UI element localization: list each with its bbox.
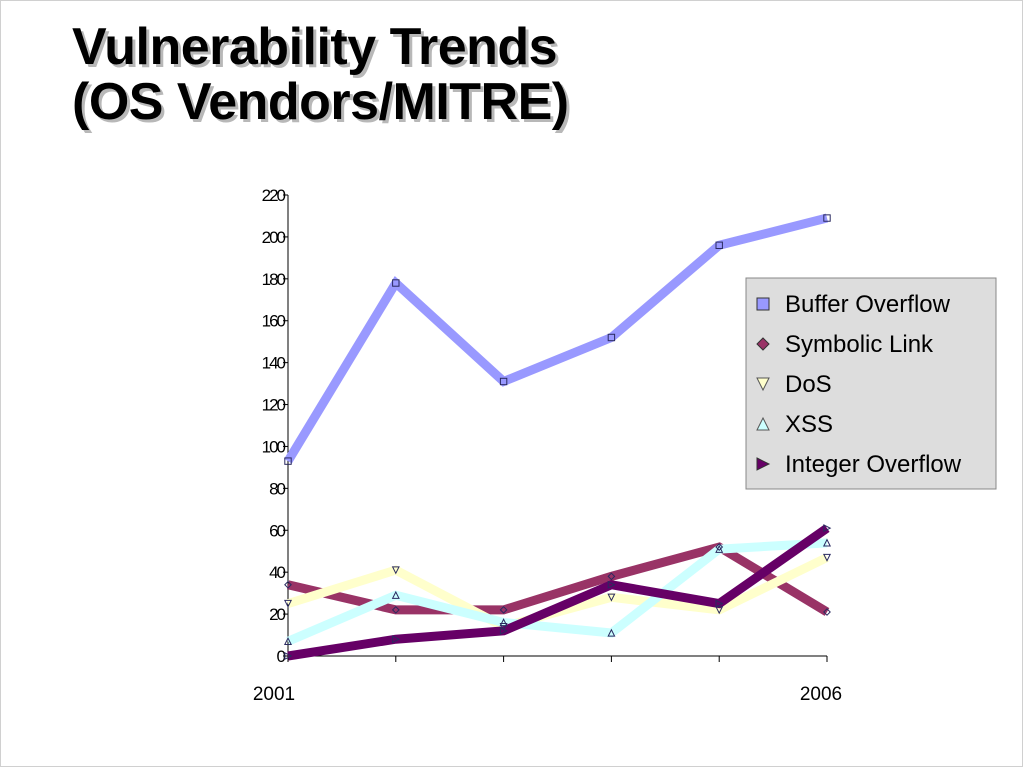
data-point-buffer-overflow-2001 [284, 457, 292, 465]
data-point-integer-overflow-2004 [607, 580, 616, 589]
data-point-xss-2006 [822, 538, 832, 547]
data-point-integer-overflow-2003 [499, 626, 508, 635]
y-tick-label-120: 120 [262, 396, 286, 415]
data-point-dos-2002 [391, 566, 400, 575]
y-tick-label-160: 160 [262, 312, 286, 331]
legend-label-buffer-overflow: Buffer Overflow [785, 291, 951, 318]
data-point-symbolic-link-2004 [607, 572, 616, 581]
data-point-symbolic-link-2002 [391, 605, 400, 614]
data-point-buffer-overflow-2006 [823, 214, 831, 222]
data-point-dos-2006 [822, 553, 832, 562]
legend-box [745, 277, 997, 490]
data-point-symbolic-link-2005 [715, 543, 724, 551]
x-tick-label-2001: 2001 [253, 684, 295, 705]
data-point-buffer-overflow-2002 [392, 279, 400, 287]
data-point-integer-overflow-2002 [392, 635, 401, 644]
legend-swatch-integer-overflow [756, 457, 771, 471]
legend-swatch-symbolic-link [756, 337, 770, 351]
y-tick-label-200: 200 [262, 228, 286, 247]
y-tick-label-40: 40 [269, 563, 285, 582]
y-tick-label-180: 180 [262, 270, 286, 289]
data-point-integer-overflow-2001 [284, 651, 293, 661]
slide-title-line-2: (OS Vendors/MITRE) [72, 73, 569, 131]
slide-title: Vulnerability Trends (OS Vendors/MITRE) [72, 20, 569, 130]
legend-label-integer-overflow: Integer Overflow [785, 451, 962, 478]
legend-label-symbolic-link: Symbolic Link [785, 331, 934, 358]
data-point-dos-2003 [499, 622, 508, 631]
data-point-symbolic-link-2006 [823, 608, 831, 616]
y-tick-label-0: 0 [277, 647, 286, 666]
slide-title-line-1: Vulnerability Trends [72, 18, 558, 76]
data-point-buffer-overflow-2005 [715, 241, 723, 249]
data-point-integer-overflow-2005 [715, 599, 724, 608]
series-line-xss [286, 538, 828, 646]
data-point-dos-2004 [607, 593, 616, 602]
data-point-xss-2005 [715, 544, 724, 553]
legend-swatch-dos [756, 377, 770, 392]
y-tick-label-140: 140 [262, 354, 286, 373]
data-point-buffer-overflow-2004 [607, 333, 616, 342]
data-point-integer-overflow-2006 [823, 524, 832, 533]
y-tick-label-220: 220 [262, 186, 286, 205]
data-point-dos-2005 [715, 606, 724, 615]
data-point-xss-2001 [283, 637, 293, 646]
series-line-buffer-overflow [284, 213, 829, 464]
y-tick-label-100: 100 [262, 437, 286, 456]
legend-swatch-buffer-overflow [756, 297, 770, 311]
y-tick-label-60: 60 [269, 521, 285, 540]
y-tick-label-80: 80 [269, 479, 285, 498]
legend-label-dos: DoS [785, 371, 832, 398]
data-point-symbolic-link-2003 [499, 605, 508, 614]
data-point-xss-2004 [607, 628, 616, 637]
data-point-buffer-overflow-2003 [499, 377, 508, 386]
data-point-xss-2003 [499, 618, 508, 627]
data-point-xss-2002 [391, 590, 400, 599]
x-tick-label-2006: 2006 [800, 684, 842, 705]
data-point-symbolic-link-2001 [284, 580, 292, 589]
legend-label-xss: XSS [785, 411, 833, 438]
y-tick-label-20: 20 [269, 605, 285, 624]
data-point-dos-2001 [283, 599, 293, 608]
series-line-integer-overflow [287, 524, 830, 661]
legend-swatch-xss [756, 416, 770, 431]
